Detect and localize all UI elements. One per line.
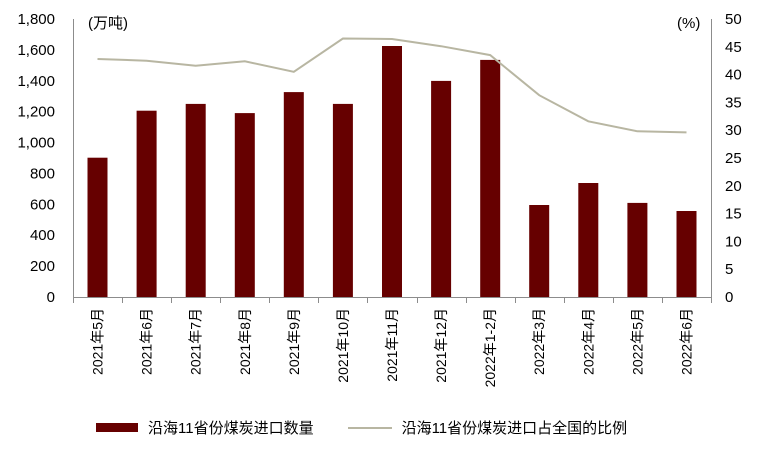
left-tick-label: 1,800 [17, 11, 55, 28]
legend: 沿海11省份煤炭进口数量 沿海11省份煤炭进口占全国的比例 [96, 417, 661, 438]
legend-line-swatch-icon [347, 426, 392, 429]
x-tick-label: 2022年6月 [679, 308, 695, 375]
legend-bar-label: 沿海11省份煤炭进口数量 [148, 420, 314, 437]
bar [431, 80, 452, 298]
right-tick-label: 50 [725, 11, 742, 28]
x-axis-ticks [73, 297, 712, 303]
x-tick-label: 2022年3月 [531, 308, 547, 375]
right-tick-label: 25 [725, 150, 742, 167]
right-tick-label: 0 [725, 289, 733, 306]
legend-item-line: 沿海11省份煤炭进口占全国的比例 [347, 417, 628, 438]
right-tick-label: 15 [725, 206, 742, 223]
bar [627, 202, 648, 297]
x-tick-label: 2022年4月 [580, 308, 596, 375]
x-tick-label: 2022年5月 [629, 308, 645, 375]
left-tick-label: 1,200 [17, 104, 55, 121]
left-axis-title: (万吨) [88, 15, 128, 32]
left-tick-label: 200 [30, 258, 55, 275]
right-tick-label: 5 [725, 261, 733, 278]
legend-item-bar: 沿海11省份煤炭进口数量 [96, 417, 314, 438]
right-tick-label: 30 [725, 122, 742, 139]
bar [382, 46, 402, 297]
right-tick-label: 45 [725, 39, 742, 56]
x-tick-label: 2021年8月 [237, 308, 253, 375]
left-tick-label: 1,600 [17, 42, 55, 59]
right-tick-label: 35 [725, 94, 742, 111]
bar [332, 103, 353, 298]
left-axis-tick-labels: 0 200 400 600 800 1,000 1,200 1,400 1,600 1,800 [17, 11, 55, 306]
right-tick-label: 10 [725, 233, 742, 250]
x-tick-label: 2021年9月 [286, 308, 302, 375]
left-tick-label: 1,400 [17, 73, 55, 90]
bar [234, 113, 255, 297]
bar-series [87, 46, 697, 298]
bar [529, 205, 550, 297]
right-axis-tick-labels: 0 5 10 15 20 25 30 35 40 45 50 [725, 11, 742, 306]
bar [283, 92, 304, 297]
right-axis-title: (%) [677, 15, 700, 32]
left-tick-label: 600 [30, 196, 55, 213]
x-tick-label: 2021年12月 [433, 308, 449, 383]
x-tick-label: 2021年11月 [384, 308, 400, 382]
bar [480, 59, 501, 298]
x-tick-label: 2022年1-2月 [482, 308, 498, 387]
x-tick-label: 2021年10月 [335, 308, 351, 383]
right-tick-label: 40 [725, 67, 742, 84]
bar [676, 211, 697, 297]
left-tick-label: 0 [47, 289, 55, 306]
bar [136, 110, 157, 297]
bar [185, 103, 206, 298]
left-tick-label: 800 [30, 165, 55, 182]
line-series [97, 37, 687, 134]
x-tick-label: 2021年7月 [188, 308, 204, 375]
left-tick-label: 1,000 [17, 135, 55, 152]
legend-bar-swatch-icon [96, 423, 138, 432]
bar [578, 183, 599, 297]
x-tick-label: 2021年6月 [139, 308, 155, 375]
right-tick-label: 20 [725, 178, 742, 195]
left-tick-label: 400 [30, 227, 55, 244]
bar [87, 157, 108, 297]
x-axis-tick-labels: 2021年5月 2021年6月 2021年7月 2021年8月 2021年9月 2021年… [90, 308, 695, 387]
legend-line-label: 沿海11省份煤炭进口占全国的比例 [401, 420, 628, 437]
x-tick-label: 2021年5月 [90, 308, 106, 375]
